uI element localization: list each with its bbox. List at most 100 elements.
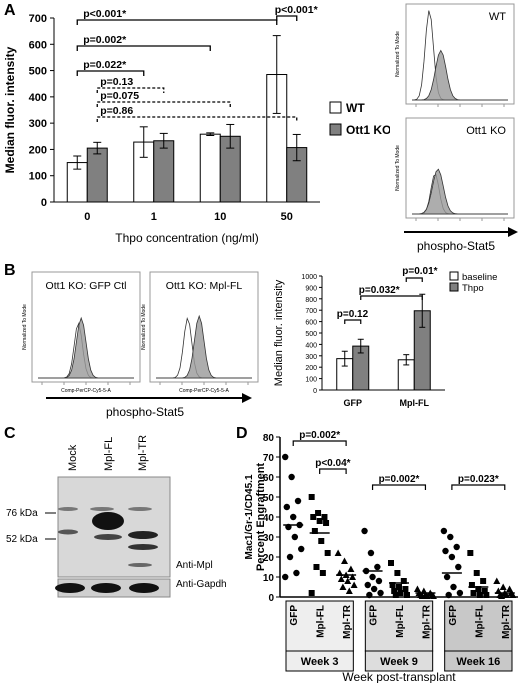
p-value-label: p<0.001* xyxy=(83,8,127,20)
data-point-square xyxy=(315,510,322,516)
data-point-square xyxy=(394,570,401,576)
data-point-square xyxy=(396,584,402,590)
y-tick-label: 400 xyxy=(305,342,317,349)
gfp-y-axis-text: Normalized To Mode xyxy=(22,304,28,350)
data-point-square xyxy=(397,590,404,596)
data-point-circle xyxy=(456,589,464,597)
phospho-axis-label: phospho-Stat5 xyxy=(417,239,495,253)
data-point-triangle xyxy=(429,592,437,599)
panel-d-scatter-chart: 0 10 20 30 40 50 60 70 80 Mac1/Gr-1/CD45.1 Percent… xyxy=(244,430,518,683)
y-tick-label: 200 xyxy=(29,144,47,156)
data-point-square xyxy=(480,578,487,584)
category-label: Mpl-TR xyxy=(501,604,512,639)
phospho-arrow-head xyxy=(242,393,252,403)
data-point-square xyxy=(310,514,317,520)
panel-letter-b: B xyxy=(4,262,16,279)
y-tick-label: 500 xyxy=(305,331,317,338)
panel-letter-a: A xyxy=(4,2,16,19)
y-tick-label: 900 xyxy=(305,285,317,292)
wt-histogram-y-label: Normalized To Mode xyxy=(395,31,401,77)
y-tick-label: 40 xyxy=(263,513,275,524)
p-value-label: p=0.86 xyxy=(100,105,133,117)
mplfl-x-axis-text: Comp-PerCP-Cy5-5-A xyxy=(179,388,229,394)
data-point-circle xyxy=(453,543,460,551)
week-label: Week 9 xyxy=(380,656,418,668)
data-point-square xyxy=(323,520,330,526)
bar-ott1-ko xyxy=(153,140,175,203)
data-point-square xyxy=(316,518,323,524)
wt-histogram-label: WT xyxy=(489,11,506,23)
y-tick-label: 1000 xyxy=(301,274,317,281)
p-value-label: p<0.04* xyxy=(315,458,350,469)
ko-histogram-frame xyxy=(405,117,515,219)
significance-bracket xyxy=(319,468,347,474)
data-point-triangle xyxy=(344,577,352,584)
data-point-triangle xyxy=(498,592,506,599)
data-point-square xyxy=(470,590,477,596)
band xyxy=(128,507,152,511)
band-mpl-tr xyxy=(128,531,158,539)
data-point-circle xyxy=(443,573,451,581)
x-axis-label: Week post-transplant xyxy=(342,670,456,683)
ko-histogram-label: Ott1 KO xyxy=(466,125,506,137)
y-tick-label: 800 xyxy=(305,297,317,304)
data-point-square xyxy=(324,550,331,556)
data-point-circle xyxy=(361,527,368,535)
data-point-square xyxy=(313,564,320,570)
category-box xyxy=(364,600,434,652)
legend-swatch xyxy=(329,101,342,114)
wt-histogram-curve-1 xyxy=(412,49,508,101)
x-tick-label: 10 xyxy=(214,211,226,223)
mplfl-histogram-curve-1 xyxy=(156,314,252,379)
legend-swatch xyxy=(449,271,459,281)
data-point-triangle xyxy=(337,575,345,582)
x-tick-label: GFP xyxy=(343,398,362,408)
x-axis-label: Thpo concentration (ng/ml) xyxy=(115,231,258,245)
y-tick-label: 0 xyxy=(41,197,47,209)
band-mpl-tr xyxy=(128,544,158,550)
data-point-circle xyxy=(290,513,297,521)
panel-c-western-blot: Mock Mpl-FL Mpl-TR 76 kDa 52 kDa Anti-Mpl Anti… xyxy=(6,435,227,598)
ko-histogram-y-label: Normalized To Mode xyxy=(395,145,401,191)
legend-swatch xyxy=(449,282,459,292)
data-point-triangle xyxy=(502,591,510,598)
significance-bracket xyxy=(344,319,362,324)
data-point-square xyxy=(319,570,326,576)
data-point-circle xyxy=(293,569,300,577)
lane-label-mpl-tr: Mpl-TR xyxy=(137,435,149,471)
significance-bracket xyxy=(96,116,298,122)
data-point-circle xyxy=(369,573,376,581)
data-point-triangle xyxy=(347,565,355,572)
data-point-circle xyxy=(455,563,462,571)
anti-gapdh-label: Anti-Gapdh xyxy=(176,579,227,590)
week-label: Week 3 xyxy=(301,656,339,668)
data-point-circle xyxy=(366,591,373,599)
data-point-triangle xyxy=(345,587,353,594)
band-mpl-fl-strong xyxy=(92,512,124,530)
p-value-label: p=0.075 xyxy=(100,90,139,102)
phospho-axis-label: phospho-Stat5 xyxy=(106,405,184,419)
y-tick-label: 200 xyxy=(305,365,317,372)
y-tick-label: 20 xyxy=(263,553,275,564)
y-tick-label: 0 xyxy=(313,388,317,395)
data-point-circle xyxy=(294,497,302,505)
data-point-square xyxy=(388,560,394,566)
band xyxy=(128,563,152,567)
data-point-square xyxy=(483,592,490,598)
significance-bracket xyxy=(96,87,165,93)
category-label: Mpl-FL xyxy=(474,605,485,638)
gapdh-band xyxy=(91,583,121,593)
data-point-circle xyxy=(291,533,299,541)
p-value-label: p=0.023* xyxy=(458,474,499,485)
y-tick-label: 700 xyxy=(29,13,47,25)
data-point-square xyxy=(476,592,483,598)
p-value-label: p=0.12 xyxy=(337,309,369,320)
data-point-triangle xyxy=(493,577,501,584)
data-point-circle xyxy=(377,589,384,597)
x-tick-label: 0 xyxy=(84,211,90,223)
significance-bracket xyxy=(360,295,423,300)
significance-bracket xyxy=(76,45,211,51)
data-point-square xyxy=(308,590,315,596)
data-point-square xyxy=(400,578,407,584)
data-point-triangle xyxy=(334,549,342,556)
